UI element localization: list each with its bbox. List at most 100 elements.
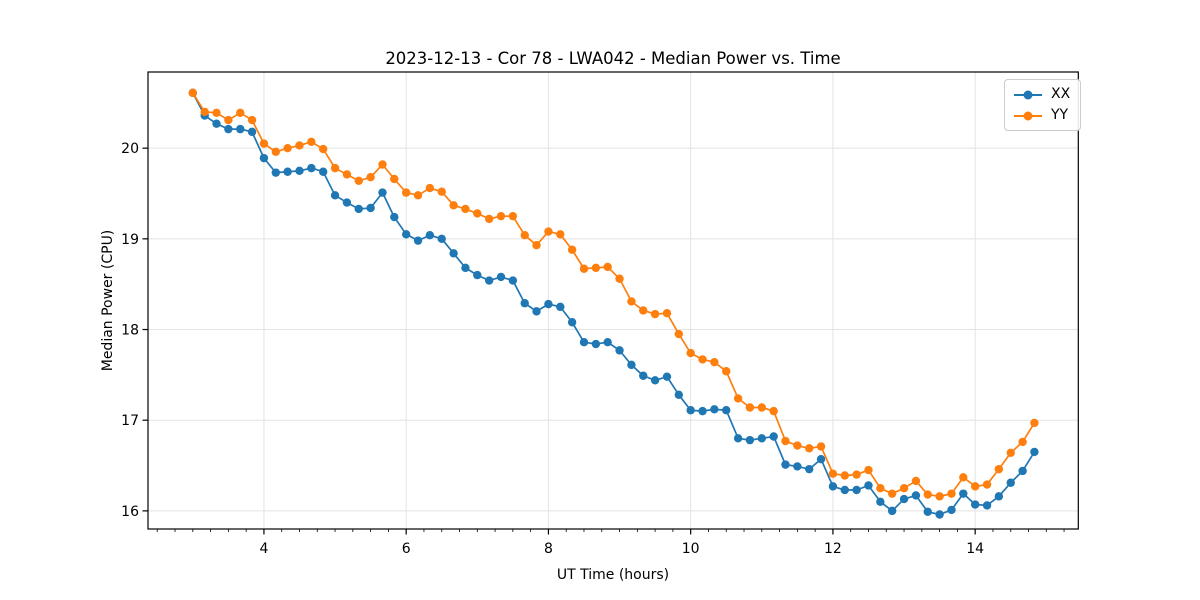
data-point-xx — [449, 249, 458, 258]
data-point-yy — [639, 306, 648, 315]
data-point-xx — [307, 163, 316, 173]
data-point-yy — [698, 355, 707, 364]
data-point-yy — [473, 209, 482, 218]
data-point-xx — [544, 299, 553, 309]
data-point-yy — [342, 170, 352, 179]
data-point-yy — [236, 108, 245, 118]
plot-border — [147, 71, 1079, 530]
y-tick-label: 18 — [121, 323, 139, 339]
data-point-xx — [484, 276, 494, 285]
data-point-yy — [496, 211, 506, 221]
data-point-yy — [899, 484, 909, 493]
y-tick-label: 16 — [121, 504, 139, 520]
data-point-xx — [852, 485, 861, 495]
data-point-xx — [567, 318, 577, 327]
data-point-xx — [496, 272, 506, 282]
data-point-xx — [864, 481, 873, 490]
data-point-xx — [1018, 466, 1027, 476]
legend-label-xx: XX — [1051, 86, 1071, 102]
data-point-yy — [887, 489, 897, 498]
data-point-xx — [733, 434, 743, 443]
data-point-yy — [745, 403, 755, 412]
data-point-yy — [461, 204, 470, 214]
data-point-xx — [401, 230, 411, 239]
data-point-xx — [579, 338, 589, 347]
data-point-xx — [425, 231, 435, 240]
data-point-yy — [674, 329, 683, 339]
data-point-xx — [781, 460, 790, 469]
data-point-xx — [745, 435, 755, 445]
data-point-xx — [935, 510, 944, 519]
data-point-xx — [259, 153, 269, 163]
data-point-xx — [378, 188, 387, 197]
data-point-yy — [805, 444, 814, 453]
data-point-xx — [591, 339, 601, 349]
data-point-xx — [224, 124, 233, 134]
data-point-xx — [283, 167, 292, 176]
data-point-yy — [686, 348, 695, 358]
data-point-xx — [473, 270, 482, 280]
data-point-yy — [544, 227, 553, 236]
data-point-yy — [484, 214, 494, 224]
data-point-yy — [615, 274, 624, 283]
data-point-xx — [840, 485, 849, 495]
data-point-yy — [923, 490, 932, 499]
data-point-xx — [366, 203, 375, 213]
data-point-xx — [722, 406, 731, 415]
data-point-yy — [864, 465, 873, 475]
data-point-yy — [556, 230, 565, 239]
series-layer — [188, 88, 1039, 519]
data-point-yy — [650, 309, 660, 319]
x-tick-label: 4 — [259, 541, 268, 557]
data-point-yy — [224, 115, 233, 125]
tick-label-layer: 4 6 8 10 12 14 16 17 18 19 20 — [121, 141, 984, 557]
data-point-xx — [887, 506, 897, 516]
data-point-xx — [236, 124, 245, 134]
data-point-yy — [947, 489, 956, 498]
data-point-yy — [520, 231, 529, 240]
data-point-yy — [662, 308, 672, 318]
data-point-yy — [852, 470, 861, 479]
data-point-yy — [781, 436, 790, 446]
legend-entry-yy: YY — [1013, 105, 1070, 126]
data-point-xx — [994, 492, 1004, 501]
y-tick-label: 17 — [121, 413, 139, 429]
data-point-yy — [722, 367, 731, 376]
data-point-xx — [816, 454, 826, 464]
data-point-xx — [318, 167, 328, 176]
data-point-xx — [698, 406, 707, 416]
data-point-xx — [461, 263, 470, 273]
data-point-xx — [520, 299, 529, 308]
data-point-xx — [947, 505, 956, 515]
data-point-yy — [200, 107, 209, 117]
data-point-yy — [935, 492, 944, 501]
data-point-xx — [212, 119, 221, 128]
data-point-xx — [1030, 447, 1039, 457]
data-point-xx — [982, 501, 992, 510]
data-point-yy — [295, 141, 304, 150]
data-point-xx — [437, 234, 446, 244]
data-point-yy — [603, 262, 612, 272]
data-point-yy — [378, 160, 387, 169]
data-point-xx — [271, 168, 281, 177]
data-point-xx — [662, 372, 672, 381]
data-point-yy — [876, 484, 885, 493]
data-point-yy — [259, 139, 269, 148]
x-tick-label: 12 — [824, 541, 842, 557]
data-point-xx — [330, 191, 340, 200]
y-axis-label: Median Power (CPU) — [100, 230, 116, 372]
data-point-yy — [366, 172, 375, 182]
legend: XX YY — [1004, 79, 1082, 131]
data-point-yy — [401, 188, 411, 197]
data-point-xx — [959, 489, 968, 498]
x-axis-label: UT Time (hours) — [557, 567, 669, 583]
data-point-yy — [769, 406, 778, 416]
data-point-xx — [1006, 478, 1015, 487]
data-point-xx — [295, 166, 304, 176]
data-point-yy — [354, 176, 363, 186]
data-point-xx — [639, 371, 648, 380]
data-point-yy — [994, 464, 1004, 474]
data-point-yy — [627, 297, 636, 306]
data-point-yy — [1006, 448, 1015, 458]
